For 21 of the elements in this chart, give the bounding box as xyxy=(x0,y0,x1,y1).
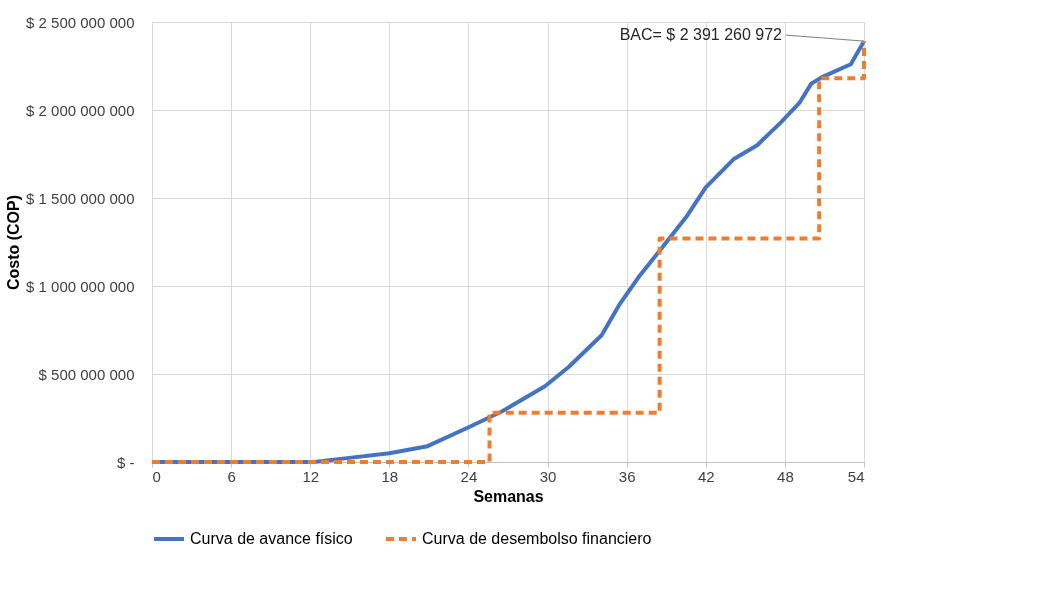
x-tick-label: 48 xyxy=(777,467,794,485)
y-axis-title: Costo (COP) xyxy=(5,194,23,291)
y-tick-label: $ - xyxy=(116,453,135,471)
x-tick-label: 54 xyxy=(847,467,865,485)
x-tick-label: 12 xyxy=(302,467,320,485)
annotation: BAC= $ 2 391 260 972 xyxy=(619,26,783,44)
x-tick-label: 18 xyxy=(381,467,399,485)
x-tick-label: 0 xyxy=(152,467,161,485)
x-tick-label: 30 xyxy=(539,467,557,485)
x-axis-title: Semanas xyxy=(473,487,544,505)
x-tick-label: 6 xyxy=(227,467,236,485)
x-tick-label: 24 xyxy=(460,467,478,485)
x-tick-label: 42 xyxy=(697,467,715,485)
y-tick-label: $ 2 500 000 000 xyxy=(26,13,135,31)
y-tick-label: $ 1 000 000 000 xyxy=(26,277,135,295)
y-tick-label: $ 2 000 000 000 xyxy=(26,101,135,119)
y-tick-label: $ 500 000 000 xyxy=(38,365,135,383)
legend-label: Curva de desembolso financiero xyxy=(422,530,652,547)
legend-label: Curva de avance físico xyxy=(190,530,353,547)
x-tick-label: 36 xyxy=(618,467,636,485)
y-tick-label: $ 1 500 000 000 xyxy=(26,189,135,207)
